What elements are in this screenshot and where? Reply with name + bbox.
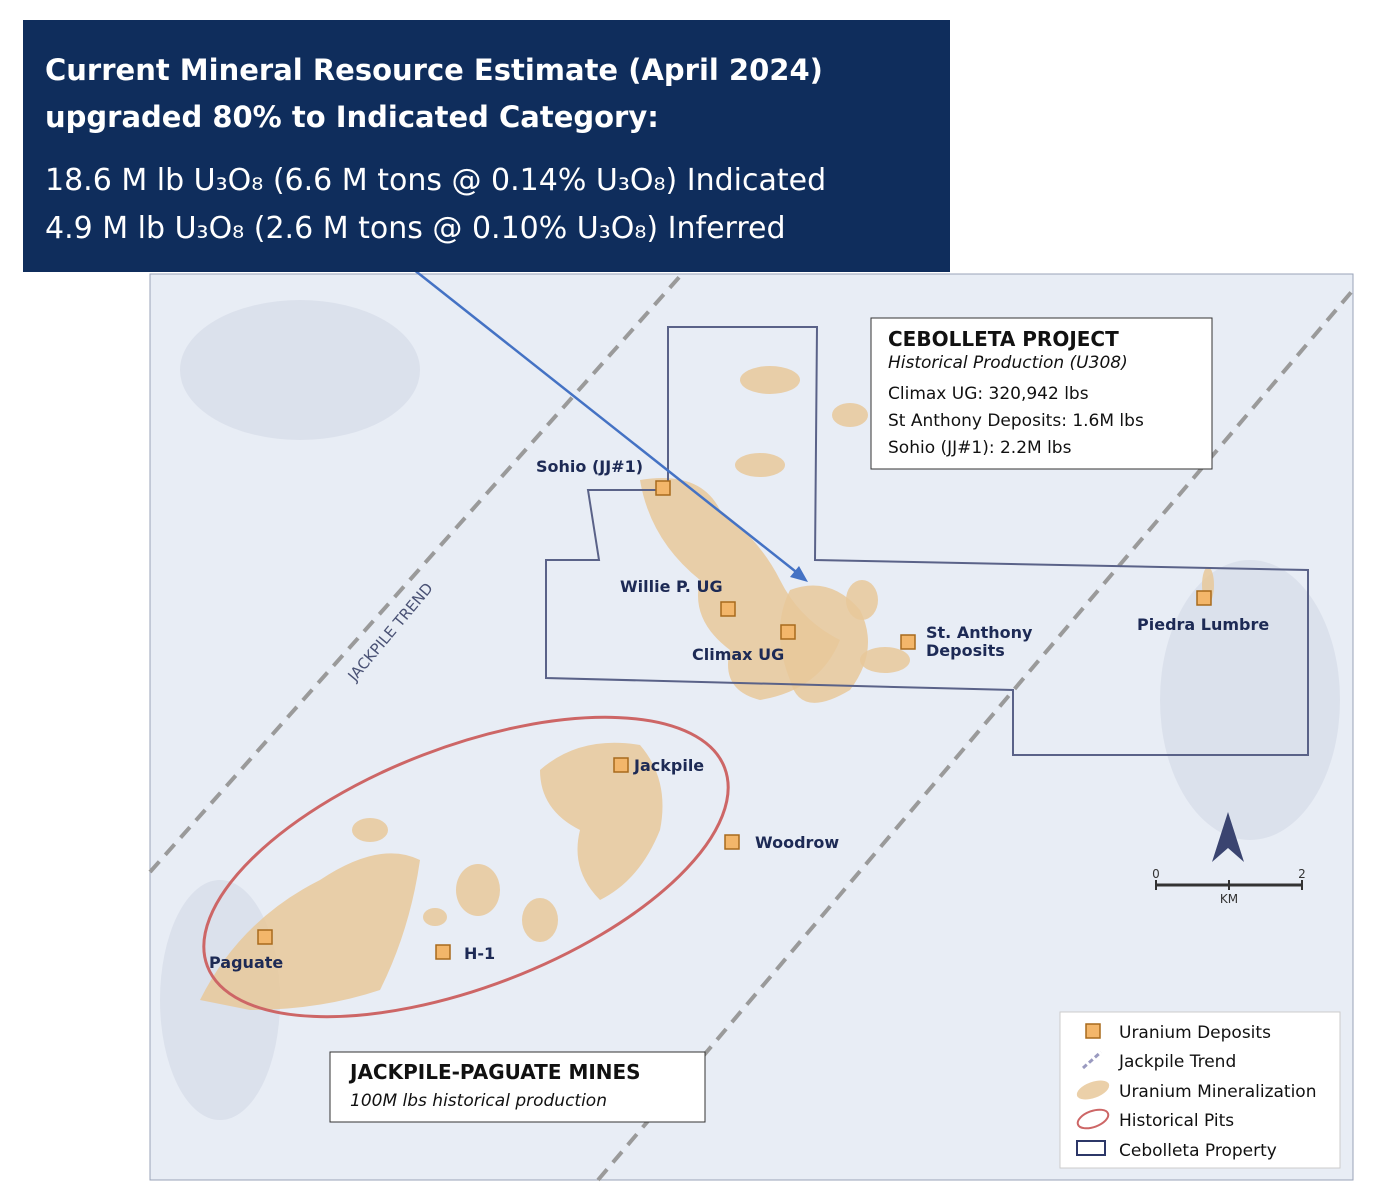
deposit-label: Sohio (JJ#1): [536, 457, 643, 476]
trend-line: [596, 288, 1355, 1182]
mineralization-area: [200, 853, 420, 1010]
historical-pits-outline: [202, 715, 730, 1019]
deposit-marker: [257, 929, 273, 945]
deposit-label: Woodrow: [755, 833, 839, 852]
legend-label: Uranium Deposits: [1119, 1023, 1271, 1043]
box-item: Sohio (JJ#1): 2.2M lbs: [888, 438, 1072, 458]
mineralization: [200, 366, 1214, 1010]
scale-unit: KM: [1220, 892, 1238, 906]
legend-symbol: [1085, 1023, 1101, 1039]
mineralization-area: [352, 818, 388, 842]
legend-label: Uranium Mineralization: [1119, 1082, 1316, 1102]
mineralization-area: [832, 403, 868, 427]
legend-label: Jackpile Trend: [1118, 1052, 1236, 1072]
mineralization-area: [735, 453, 785, 477]
deposit-label: Deposits: [926, 641, 1005, 660]
mineralization-area: [860, 647, 910, 673]
banner-heading: upgraded 80% to Indicated Category:: [45, 100, 659, 134]
banner-line: 4.9 M lb U₃O₈ (2.6 M tons @ 0.10% U₃O₈) …: [45, 211, 786, 246]
mineralization-area: [780, 585, 868, 703]
box-title: JACKPILE-PAGUATE MINES: [348, 1060, 641, 1084]
mineralization-area: [522, 898, 558, 942]
deposit-label: Piedra Lumbre: [1137, 615, 1269, 634]
scale-label: 0: [1152, 867, 1160, 881]
jackpile-box: [329, 1051, 706, 1123]
deposit-marker: [1196, 590, 1212, 606]
legend-symbol: [1076, 1108, 1110, 1130]
mineralization-area: [540, 742, 663, 900]
deposit-marker: [435, 944, 451, 960]
legend-symbol: [1076, 1140, 1106, 1156]
scale-label: 2: [1298, 867, 1306, 881]
deposit-marker: [720, 601, 736, 617]
banner-line: 18.6 M lb U₃O₈ (6.6 M tons @ 0.14% U₃O₈)…: [45, 163, 826, 198]
deposit-marker: [613, 757, 629, 773]
deposit-label: Climax UG: [692, 645, 784, 664]
box-item: Climax UG: 320,942 lbs: [888, 384, 1089, 404]
cebolleta-property-outline: [545, 326, 1309, 756]
callout-arrowhead: [790, 566, 808, 582]
trend-line: [148, 272, 684, 874]
north-arrow: [1212, 812, 1244, 862]
box-title: CEBOLLETA PROJECT: [888, 327, 1119, 351]
deposit-marker: [780, 624, 796, 640]
banner-heading: Current Mineral Resource Estimate (April…: [45, 53, 823, 87]
legend-label: Cebolleta Property: [1119, 1141, 1277, 1161]
deposit-label: St. Anthony: [926, 623, 1033, 642]
banner: [23, 20, 950, 272]
deposit-markers: [257, 480, 1212, 960]
mineralization-area: [456, 864, 500, 916]
box-subtitle: 100M lbs historical production: [350, 1091, 607, 1111]
terrain-shade: [180, 300, 420, 440]
deposit-label: Paguate: [209, 953, 283, 972]
deposit-label: Willie P. UG: [620, 577, 723, 596]
mineralization-area: [740, 366, 800, 394]
deposit-label: H-1: [464, 944, 495, 963]
legend-symbol: [1082, 1050, 1102, 1070]
legend-symbol: [1076, 1080, 1110, 1100]
mineralization-area: [423, 908, 447, 926]
legend-label: Historical Pits: [1119, 1111, 1234, 1131]
box-subtitle: Historical Production (U308): [888, 353, 1128, 373]
deposit-label: Jackpile: [633, 756, 704, 775]
terrain-shade: [1160, 560, 1340, 840]
cebolleta-box: [870, 317, 1213, 470]
deposit-marker: [724, 834, 740, 850]
callout-arrow: [407, 264, 801, 576]
box-item: St Anthony Deposits: 1.6M lbs: [888, 411, 1144, 431]
deposit-marker: [655, 480, 671, 496]
mineralization-area: [846, 580, 878, 620]
deposit-marker: [900, 634, 916, 650]
